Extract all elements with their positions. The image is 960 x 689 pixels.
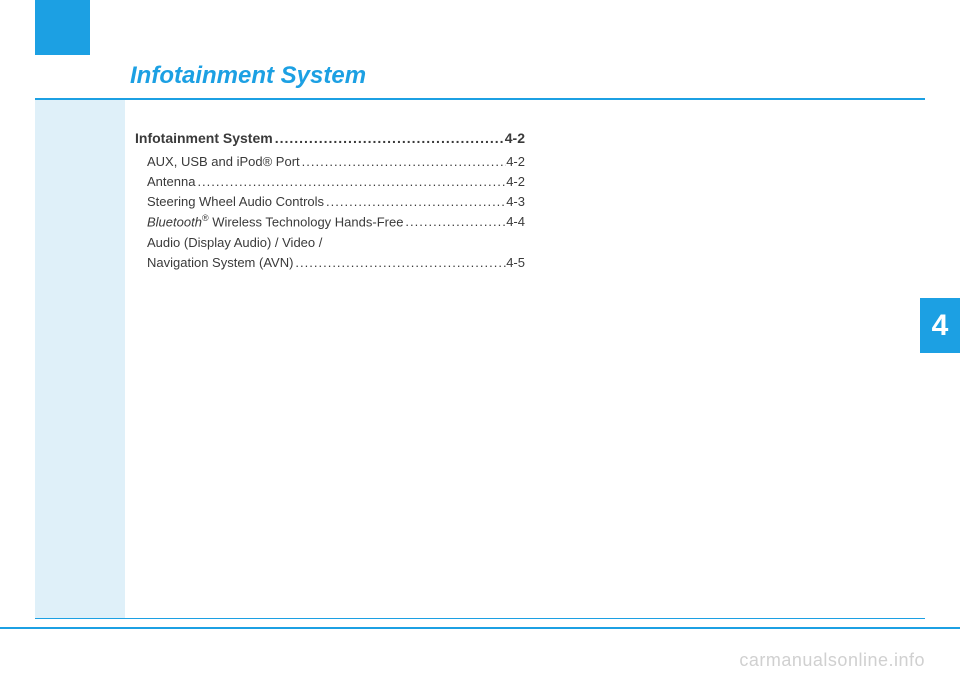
toc-item-label: Antenna [147,172,195,192]
toc-leader-dots [300,152,507,172]
toc-header-page: 4-2 [505,128,525,150]
page-title: Infotainment System [130,62,366,90]
toc-leader-dots [273,128,505,150]
toc-item-page: 4-2 [506,152,525,172]
toc-item: Navigation System (AVN) 4-5 [135,253,525,273]
toc-item-label: Navigation System (AVN) [147,253,293,273]
manual-page: Infotainment System 4 Infotainment Syste… [0,0,960,689]
top-accent-square [35,0,90,55]
toc-item: Steering Wheel Audio Controls 4-3 [135,192,525,212]
toc-leader-dots [324,192,506,212]
toc-item-label: AUX, USB and iPod® Port [147,152,300,172]
table-of-contents: Infotainment System 4-2 AUX, USB and iPo… [135,128,525,273]
toc-header-label: Infotainment System [135,128,273,150]
toc-item: Antenna 4-2 [135,172,525,192]
toc-leader-dots [293,253,506,273]
title-underline [35,98,925,100]
toc-item-page: 4-2 [506,172,525,192]
toc-item: AUX, USB and iPod® Port 4-2 [135,152,525,172]
toc-item-label: Audio (Display Audio) / Video / [147,235,322,250]
toc-item-label: Steering Wheel Audio Controls [147,192,324,212]
bottom-rule-inner [35,618,925,619]
toc-leader-dots [195,172,506,192]
toc-item-continuation: Audio (Display Audio) / Video / [135,233,525,253]
toc-leader-dots [403,212,506,232]
toc-item-page: 4-5 [506,253,525,273]
toc-header-row: Infotainment System 4-2 [135,128,525,150]
bottom-rule-outer [0,627,960,629]
side-panel [35,100,125,619]
chapter-tab: 4 [920,298,960,353]
toc-item-page: 4-3 [506,192,525,212]
toc-item: Bluetooth® Wireless Technology Hands-Fre… [135,212,525,232]
watermark-text: carmanualsonline.info [739,650,925,671]
toc-item-page: 4-4 [506,212,525,232]
toc-item-label: Bluetooth® Wireless Technology Hands-Fre… [147,212,403,232]
